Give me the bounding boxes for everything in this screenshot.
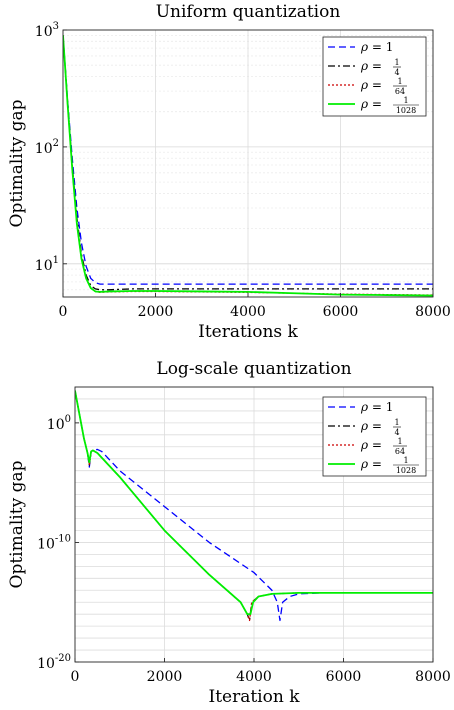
legend-frac-num: 1 — [394, 418, 399, 427]
x-tick-label: 2000 — [138, 304, 174, 320]
legend-frac-den: 4 — [394, 428, 399, 437]
legend-frac-num: 1 — [403, 96, 408, 105]
x-tick-label: 2000 — [147, 669, 183, 685]
y-tick-label: 100 — [47, 414, 71, 433]
legend-label-3: ρ = — [360, 78, 382, 92]
y-tick-label: 103 — [35, 21, 59, 40]
legend-label-3: ρ = — [360, 438, 382, 452]
series-line-4 — [63, 35, 433, 297]
legend-frac-den: 64 — [395, 447, 405, 456]
legend-label-2: ρ = — [360, 419, 382, 433]
legend-frac-num: 1 — [397, 77, 402, 86]
legend-label-1: ρ = 1 — [360, 400, 393, 414]
x-tick-label: 8000 — [415, 669, 451, 685]
legend-frac-num: 1 — [394, 58, 399, 67]
series-line-4 — [75, 390, 433, 616]
series-group — [75, 390, 433, 622]
y-tick-label: 10-10 — [37, 533, 71, 552]
legend-frac-den: 1028 — [396, 466, 416, 475]
x-tick-label: 0 — [71, 669, 80, 685]
chart-title: Log-scale quantization — [156, 359, 351, 379]
legend-frac-den: 4 — [394, 68, 399, 77]
x-axis-label: Iteration k — [208, 687, 300, 707]
chart-title: Uniform quantization — [156, 2, 341, 22]
legend-label-2: ρ = — [360, 59, 382, 73]
x-axis-label: Iterations k — [198, 322, 298, 342]
series-group — [63, 35, 433, 297]
x-tick-label: 6000 — [326, 669, 362, 685]
legend-box — [322, 396, 427, 477]
legend-frac-num: 1 — [403, 456, 408, 465]
legend-frac-den: 1028 — [396, 106, 416, 115]
legend-label-4: ρ = — [360, 97, 382, 111]
x-tick-label: 4000 — [236, 669, 272, 685]
x-tick-label: 4000 — [230, 304, 266, 320]
x-tick-label: 6000 — [323, 304, 359, 320]
x-tick-label: 0 — [59, 304, 68, 320]
y-tick-label: 102 — [35, 138, 59, 157]
legend-frac-num: 1 — [397, 437, 402, 446]
legend-box — [322, 36, 427, 117]
x-tick-label: 8000 — [415, 304, 451, 320]
series-line-2 — [63, 35, 433, 291]
y-axis-label: Optimality gap — [7, 460, 27, 588]
legend-frac-den: 64 — [395, 87, 405, 96]
legend-label-1: ρ = 1 — [360, 40, 393, 54]
y-tick-label: 101 — [35, 255, 59, 274]
legend-label-4: ρ = — [360, 457, 382, 471]
chart-1: 0 2000 4000 6000 8000 101 102 103 Uniform quanti… — [7, 2, 451, 342]
y-axis-label: Optimality gap — [7, 99, 27, 227]
y-tick-label: 10-20 — [37, 653, 71, 672]
chart-2: 0 2000 4000 6000 8000 100 10-10 10-20 Log-scale … — [7, 359, 451, 707]
